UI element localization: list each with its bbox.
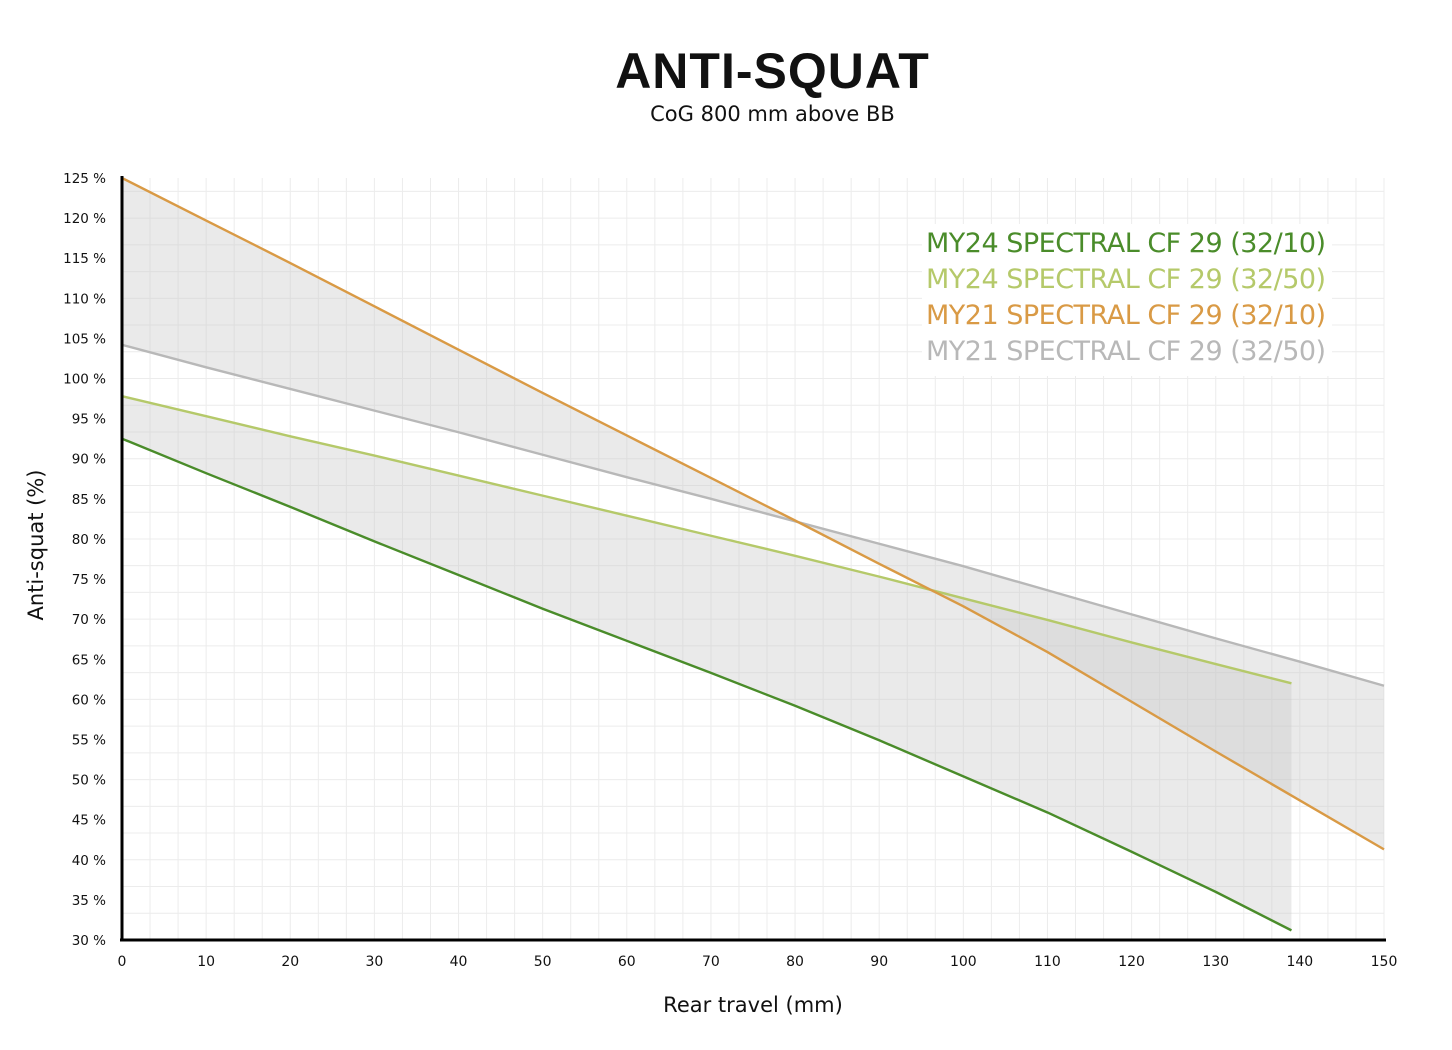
y-tick-label: 85 % bbox=[72, 492, 106, 508]
y-tick-label: 75 % bbox=[72, 572, 106, 588]
y-tick-label: 65 % bbox=[72, 652, 106, 668]
range-bands bbox=[122, 178, 1384, 931]
y-tick-label: 40 % bbox=[72, 853, 106, 869]
x-tick-label: 30 bbox=[365, 954, 383, 970]
x-tick-label: 110 bbox=[1034, 954, 1061, 970]
y-tick-label: 115 % bbox=[63, 251, 106, 267]
y-tick-label: 60 % bbox=[72, 692, 106, 708]
x-tick-label: 120 bbox=[1118, 954, 1145, 970]
chart-title: ANTI-SQUAT bbox=[615, 43, 930, 99]
y-tick-label: 90 % bbox=[72, 452, 106, 468]
series-lines bbox=[121, 176, 1385, 932]
x-tick-labels: 0 10 20 30 40 50 60 70 80 90 100 110 120 130 140 150 bbox=[118, 954, 1398, 970]
x-tick-label: 20 bbox=[281, 954, 299, 970]
range-band bbox=[122, 396, 1292, 931]
x-tick-label: 150 bbox=[1371, 954, 1398, 970]
x-tick-label: 50 bbox=[534, 954, 552, 970]
chart-subtitle: CoG 800 mm above BB bbox=[650, 102, 895, 126]
series-line bbox=[121, 395, 1292, 685]
x-tick-label: 90 bbox=[870, 954, 888, 970]
series-line bbox=[121, 343, 1385, 687]
x-tick-label: 140 bbox=[1286, 954, 1313, 970]
y-tick-label: 105 % bbox=[63, 331, 106, 347]
y-tick-label: 30 % bbox=[72, 933, 106, 949]
y-tick-label: 95 % bbox=[72, 412, 106, 428]
x-tick-label: 60 bbox=[618, 954, 636, 970]
y-tick-label: 110 % bbox=[63, 291, 106, 307]
y-tick-label: 125 % bbox=[63, 171, 106, 187]
y-tick-labels: 30 % 35 % 40 % 45 % 50 % 55 % 60 % 65 % 70 % 75 %… bbox=[63, 171, 106, 949]
y-tick-label: 100 % bbox=[63, 372, 106, 388]
y-tick-label: 45 % bbox=[72, 813, 106, 829]
x-tick-label: 40 bbox=[450, 954, 468, 970]
x-tick-label: 100 bbox=[950, 954, 977, 970]
x-axis-label: Rear travel (mm) bbox=[663, 993, 843, 1017]
axes bbox=[120, 176, 1386, 942]
y-axis-label: Anti-squat (%) bbox=[24, 469, 48, 621]
y-tick-label: 120 % bbox=[63, 211, 106, 227]
series-line bbox=[121, 176, 1385, 851]
range-band bbox=[122, 178, 1384, 850]
x-tick-label: 130 bbox=[1202, 954, 1229, 970]
y-tick-label: 80 % bbox=[72, 532, 106, 548]
legend-item: MY21 SPECTRAL CF 29 (32/50) bbox=[926, 336, 1326, 367]
x-tick-label: 80 bbox=[786, 954, 804, 970]
legend: MY24 SPECTRAL CF 29 (32/10) MY24 SPECTRA… bbox=[922, 224, 1332, 376]
legend-item: MY24 SPECTRAL CF 29 (32/10) bbox=[926, 228, 1326, 259]
y-tick-label: 55 % bbox=[72, 732, 106, 748]
series-line bbox=[121, 437, 1292, 932]
x-tick-label: 70 bbox=[702, 954, 720, 970]
x-tick-label: 0 bbox=[118, 954, 127, 970]
x-tick-label: 10 bbox=[197, 954, 215, 970]
legend-item: MY21 SPECTRAL CF 29 (32/10) bbox=[926, 300, 1326, 331]
y-tick-label: 70 % bbox=[72, 612, 106, 628]
y-tick-label: 35 % bbox=[72, 893, 106, 909]
y-tick-label: 50 % bbox=[72, 773, 106, 789]
legend-item: MY24 SPECTRAL CF 29 (32/50) bbox=[926, 264, 1326, 295]
